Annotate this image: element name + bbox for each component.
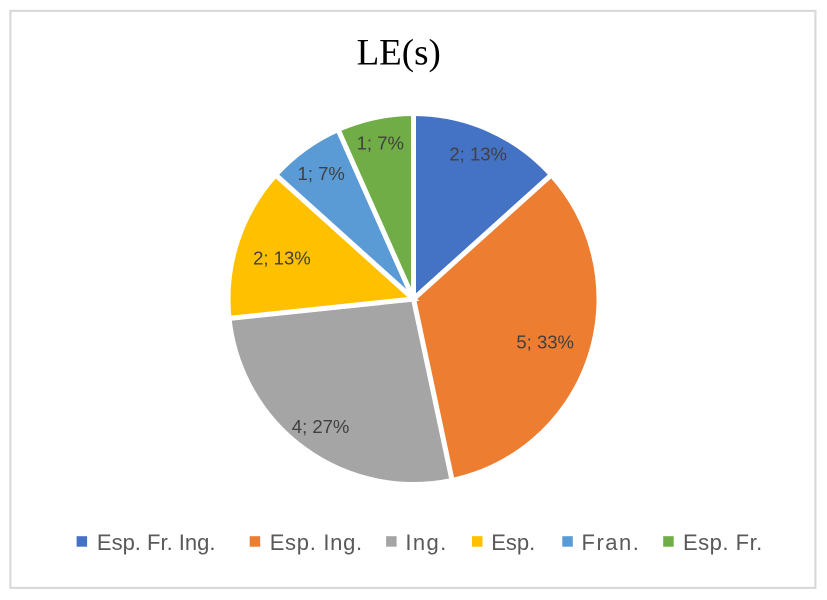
svg-text:Esp. Ing.: Esp. Ing. (270, 530, 363, 555)
svg-text:1; 7%: 1; 7% (298, 163, 345, 184)
svg-text:Esp.: Esp. (491, 530, 535, 555)
svg-text:2; 13%: 2; 13% (449, 144, 507, 165)
svg-text:LE(s): LE(s) (357, 32, 441, 73)
svg-text:Fran.: Fran. (582, 530, 641, 555)
svg-text:Esp. Fr. Ing.: Esp. Fr. Ing. (97, 530, 216, 555)
svg-text:4; 27%: 4; 27% (292, 416, 350, 437)
svg-text:1; 7%: 1; 7% (357, 133, 404, 154)
svg-text:2; 13%: 2; 13% (253, 248, 311, 269)
svg-text:Ing.: Ing. (405, 530, 447, 555)
svg-text:5; 33%: 5; 33% (516, 331, 574, 352)
svg-text:Esp. Fr.: Esp. Fr. (683, 530, 763, 555)
